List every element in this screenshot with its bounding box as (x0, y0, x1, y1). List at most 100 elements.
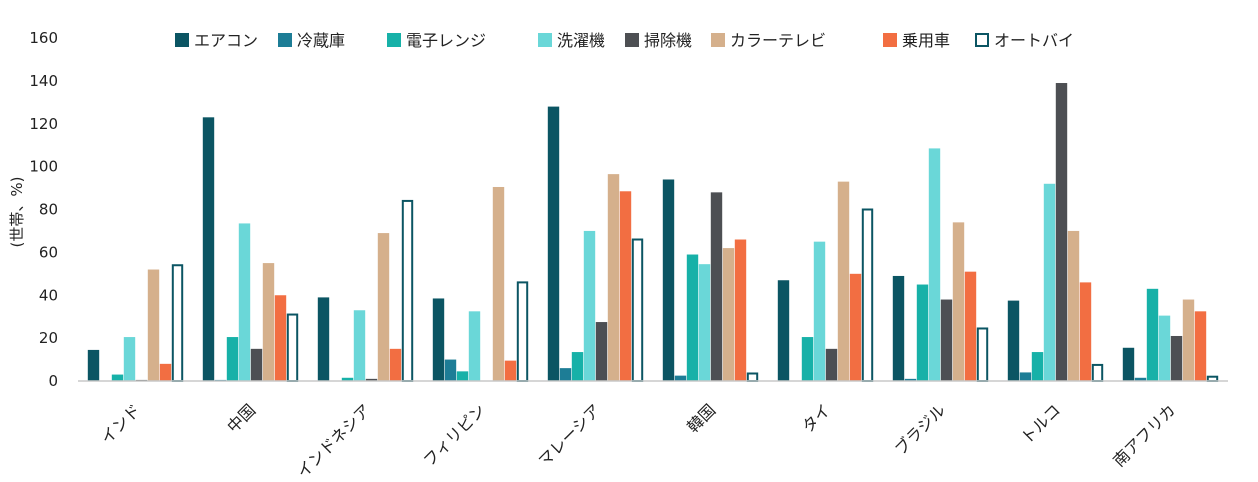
bar (825, 348, 838, 381)
bar (631, 238, 644, 382)
legend-label: 電子レンジ (406, 31, 486, 50)
bar (1031, 352, 1044, 381)
bar (928, 148, 941, 381)
legend-label: カラーテレビ (730, 31, 826, 50)
bars (87, 83, 1219, 383)
bar (547, 106, 560, 381)
bar (734, 239, 747, 381)
bar (904, 378, 917, 381)
bar (583, 230, 596, 381)
bar (202, 117, 215, 381)
y-tick-label: 120 (29, 115, 58, 133)
x-tick-label: ブラジル (891, 400, 949, 458)
bar (674, 375, 687, 381)
bar (1146, 288, 1159, 381)
bar (444, 359, 457, 381)
legend-label: エアコン (194, 31, 258, 50)
y-axis-ticks: 0 20 40 60 80 100 120 140 160 (29, 29, 58, 390)
bar (892, 275, 905, 381)
bar (389, 348, 402, 381)
bar (468, 311, 481, 381)
bar (492, 186, 505, 381)
bar (1170, 335, 1183, 381)
bar (746, 372, 759, 383)
bar (559, 368, 572, 381)
bar (777, 280, 790, 381)
y-axis-label: (世帯、%) (8, 177, 26, 248)
bar (87, 349, 100, 381)
legend-swatch (975, 33, 989, 47)
bar (952, 222, 965, 381)
bar (123, 337, 136, 381)
bar (813, 241, 826, 381)
bar (341, 377, 354, 381)
legend-label: オートバイ (994, 31, 1074, 50)
y-tick-label: 20 (39, 329, 58, 347)
bar (353, 310, 366, 381)
legend-swatch (625, 33, 639, 47)
y-tick-label: 40 (39, 286, 58, 304)
bar (1134, 377, 1147, 381)
legend-swatch (883, 33, 897, 47)
bar (250, 348, 263, 381)
x-tick-label: 南アフリカ (1109, 400, 1179, 470)
bar (1019, 372, 1032, 381)
bar (1007, 300, 1020, 381)
bar (365, 378, 378, 381)
legend-swatch (538, 33, 552, 47)
bar (262, 263, 275, 381)
bar (401, 199, 414, 382)
bar (238, 223, 251, 381)
bar (456, 371, 469, 381)
x-tick-label: インド (97, 400, 144, 447)
bar (377, 233, 390, 381)
y-tick-label: 140 (29, 72, 58, 90)
bar (317, 297, 330, 381)
bar (516, 281, 529, 383)
bar (432, 298, 445, 381)
bar (1122, 347, 1135, 381)
x-tick-label: トルコ (1017, 400, 1064, 447)
bar (801, 337, 814, 381)
bar (1194, 311, 1207, 381)
legend-label: 冷蔵庫 (297, 31, 345, 50)
bar (595, 322, 608, 381)
bar (916, 284, 929, 381)
legend-label: 洗濯機 (557, 31, 605, 50)
y-tick-label: 160 (29, 29, 58, 47)
legend-swatch (175, 33, 189, 47)
legend-label: 乗用車 (902, 31, 950, 50)
legend-swatch (387, 33, 401, 47)
x-tick-label: 中国 (223, 400, 259, 436)
bar (662, 179, 675, 381)
bar (1158, 315, 1171, 381)
bar (1091, 363, 1104, 382)
bar (686, 254, 699, 381)
bar (861, 208, 874, 382)
bar (722, 248, 735, 381)
bar (1055, 83, 1068, 382)
bar (111, 374, 124, 381)
legend-swatch (711, 33, 725, 47)
bar (1182, 299, 1195, 381)
legend-label: 掃除機 (644, 31, 692, 50)
x-tick-label: マレーシア (535, 400, 605, 470)
bar (964, 271, 977, 381)
y-tick-label: 100 (29, 158, 58, 176)
bar (226, 337, 239, 381)
x-tick-label: インドネシア (293, 400, 374, 481)
legend-swatch (278, 33, 292, 47)
bar (571, 352, 584, 381)
x-axis-ticks: インド 中国 インドネシア フィリピン マレーシア 韓国 タイ ブラジル トルコ 南アフリカ (97, 400, 1179, 481)
bar (698, 264, 711, 381)
bar (159, 363, 172, 381)
y-tick-label: 80 (39, 201, 58, 219)
y-tick-label: 0 (48, 372, 58, 390)
bar (710, 192, 723, 381)
bar (504, 360, 517, 381)
bar (940, 299, 953, 381)
x-tick-label: 韓国 (683, 400, 719, 436)
bar (1067, 230, 1080, 381)
x-tick-label: フィリピン (420, 400, 490, 470)
